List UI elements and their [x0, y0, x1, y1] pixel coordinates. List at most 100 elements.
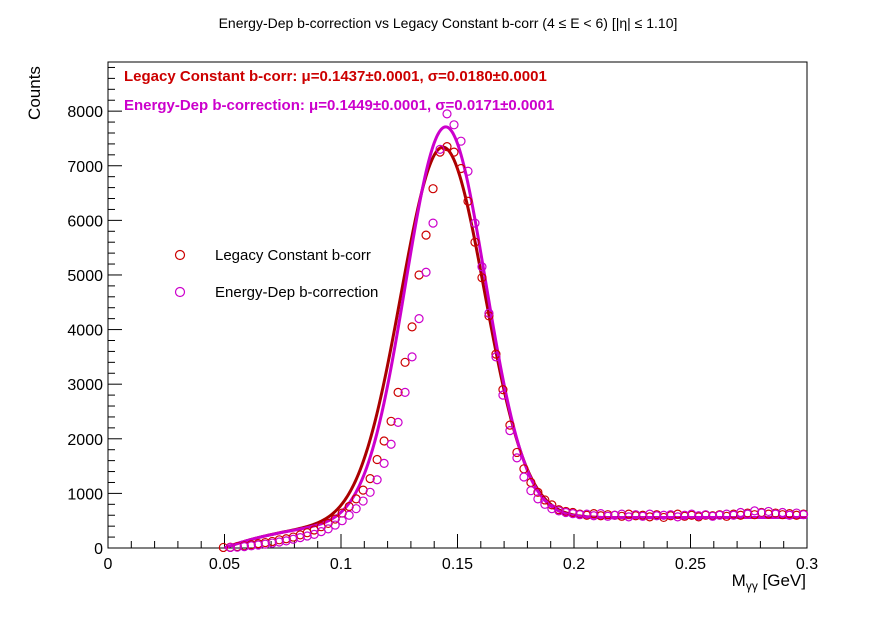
- data-point-series-0: [547, 500, 557, 510]
- data-point-series-1: [330, 520, 340, 530]
- data-point-series-1: [770, 509, 781, 519]
- data-point-series-1: [484, 308, 494, 318]
- y-tick-label: 3000: [67, 377, 103, 394]
- data-point-series-0: [484, 311, 494, 321]
- data-point-series-0: [477, 273, 487, 283]
- data-point-series-0: [218, 542, 228, 553]
- data-point-series-1: [722, 509, 732, 519]
- data-point-series-1: [253, 540, 263, 550]
- data-point-series-1: [442, 109, 452, 119]
- fit-curves: [223, 125, 807, 550]
- data-point-series-1: [295, 533, 305, 543]
- data-point-series-1: [680, 510, 690, 520]
- data-point-series-0: [470, 237, 480, 247]
- data-point-series-1: [281, 536, 291, 546]
- legend-marker-1: [174, 286, 186, 298]
- data-point-series-1: [519, 472, 529, 482]
- data-point-series-1: [463, 166, 473, 176]
- data-markers: [218, 109, 809, 553]
- data-point-series-1: [652, 511, 662, 521]
- data-point-series-0: [365, 474, 375, 484]
- data-point-series-0: [505, 420, 515, 430]
- data-point-series-1: [540, 499, 550, 509]
- data-point-series-1: [708, 511, 718, 521]
- data-point-series-1: [645, 509, 655, 519]
- data-point-series-1: [756, 508, 767, 518]
- axis-ticks: [107, 66, 808, 549]
- legend-marker-0: [174, 249, 186, 261]
- y-tick-label: 7000: [67, 159, 103, 176]
- data-point-series-0: [540, 495, 550, 505]
- y-tick-label: 0: [94, 541, 103, 558]
- x-tick-label: 0.15: [442, 556, 473, 573]
- data-point-series-1: [449, 120, 459, 130]
- data-point-series-0: [386, 416, 396, 426]
- y-tick-label: 8000: [67, 104, 103, 121]
- data-point-series-1: [365, 487, 375, 497]
- data-point-series-1: [533, 494, 543, 504]
- data-point-series-1: [798, 510, 809, 520]
- data-point-series-1: [715, 510, 725, 520]
- data-point-series-0: [435, 147, 445, 157]
- data-point-series-1: [512, 453, 522, 463]
- x-tick-label: 0.1: [330, 556, 352, 573]
- data-point-series-1: [435, 144, 445, 154]
- data-point-series-1: [526, 486, 536, 496]
- data-point-series-1: [267, 538, 277, 548]
- data-point-series-1: [358, 496, 368, 506]
- data-point-series-0: [393, 387, 403, 397]
- x-tick-label: 0.2: [563, 556, 585, 573]
- data-point-series-1: [603, 511, 613, 521]
- x-tick-label: 0.25: [675, 556, 706, 573]
- data-point-series-1: [393, 417, 403, 428]
- fit-annotation-legacy: Legacy Constant b-corr: μ=0.1437±0.0001,…: [124, 68, 547, 85]
- x-tick-label: 0: [104, 556, 113, 573]
- data-point-series-0: [400, 357, 410, 367]
- x-axis-label: Mγγ [GeV]: [732, 571, 806, 593]
- data-point-series-0: [421, 230, 431, 240]
- data-point-series-0: [330, 514, 340, 524]
- x-tick-label: 0.05: [209, 556, 240, 573]
- data-point-series-0: [624, 509, 634, 519]
- data-point-series-1: [302, 531, 312, 541]
- data-point-series-1: [379, 458, 389, 468]
- data-point-series-1: [288, 534, 298, 544]
- fit-annotation-energy-dep: Energy-Dep b-correction: μ=0.1449±0.0001…: [124, 97, 554, 114]
- data-point-series-0: [449, 147, 459, 157]
- data-point-series-0: [407, 322, 417, 332]
- y-tick-label: 2000: [67, 432, 103, 449]
- data-point-series-1: [735, 507, 746, 518]
- data-point-series-1: [232, 542, 242, 552]
- data-point-series-1: [274, 537, 284, 547]
- data-point-series-1: [239, 542, 249, 552]
- y-tick-label: 4000: [67, 323, 103, 340]
- data-point-series-1: [323, 524, 333, 534]
- data-point-series-1: [414, 314, 424, 324]
- data-point-series-1: [791, 508, 802, 518]
- data-point-series-1: [631, 510, 641, 520]
- data-point-series-1: [400, 387, 410, 397]
- data-point-series-1: [554, 506, 564, 516]
- y-tick-label: 1000: [67, 486, 103, 503]
- legend-label-0: Legacy Constant b-corr: [215, 247, 371, 264]
- data-point-series-1: [701, 510, 711, 520]
- data-point-series-1: [610, 510, 620, 520]
- data-point-series-0: [372, 454, 382, 465]
- data-point-series-1: [456, 136, 466, 146]
- data-point-series-0: [533, 487, 543, 497]
- data-point-series-1: [372, 475, 382, 485]
- data-point-series-1: [407, 352, 417, 362]
- fit-curve-0: [223, 145, 807, 550]
- data-point-series-1: [505, 425, 515, 436]
- data-point-series-1: [568, 508, 578, 519]
- data-point-series-1: [351, 504, 361, 514]
- data-point-series-0: [428, 184, 438, 194]
- data-point-series-1: [225, 542, 235, 553]
- y-tick-label: 6000: [67, 213, 103, 230]
- data-point-series-1: [561, 507, 571, 518]
- chart-title: Energy-Dep b-correction vs Legacy Consta…: [219, 15, 678, 31]
- data-point-series-1: [421, 267, 431, 277]
- data-point-series-1: [477, 262, 487, 272]
- data-point-series-1: [673, 512, 683, 522]
